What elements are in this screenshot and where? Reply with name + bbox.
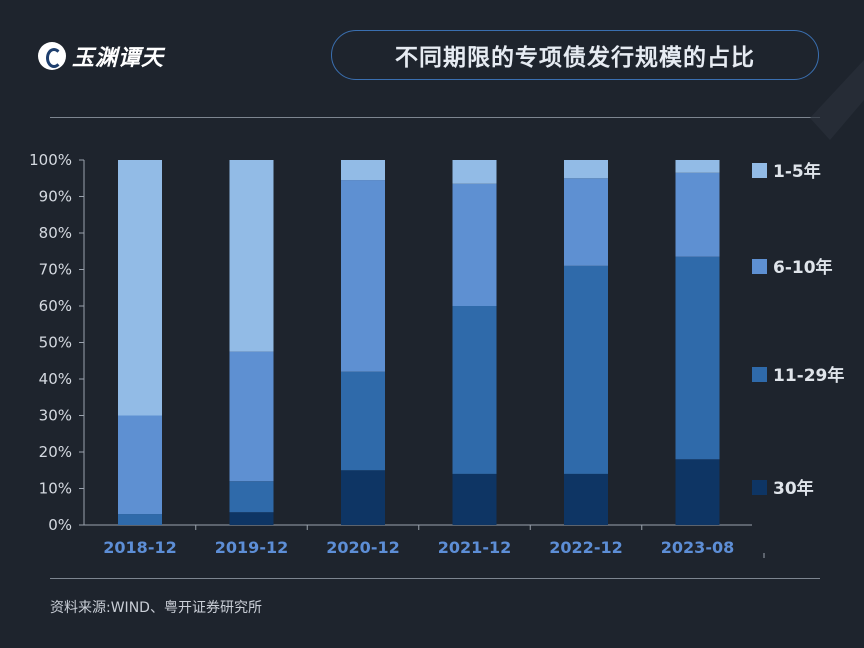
legend-swatch bbox=[752, 163, 767, 178]
decor-streak bbox=[810, 60, 864, 140]
legend-label: 30年 bbox=[773, 478, 814, 499]
y-tick-label: 10% bbox=[39, 480, 72, 498]
legend-swatch bbox=[752, 367, 767, 382]
bar-segment bbox=[341, 371, 385, 471]
y-tick-label: 20% bbox=[39, 443, 72, 461]
logo-icon bbox=[38, 42, 66, 70]
bar-segment bbox=[118, 415, 162, 515]
y-tick-label: 100% bbox=[29, 151, 72, 169]
bar-segment bbox=[118, 514, 162, 525]
x-tick-label: 2023-08 bbox=[661, 538, 734, 557]
bar-segment bbox=[229, 512, 274, 525]
title-pill: 不同期限的专项债发行规模的占比 bbox=[331, 30, 819, 80]
legend-label: 11-29年 bbox=[773, 365, 844, 386]
legend-label: 6-10年 bbox=[773, 257, 833, 278]
bar-segment bbox=[564, 178, 608, 266]
bar-segment bbox=[452, 160, 497, 184]
logo-text: 玉渊谭天 bbox=[72, 45, 165, 71]
y-tick-label: 60% bbox=[39, 297, 72, 315]
chart-title: 不同期限的专项债发行规模的占比 bbox=[395, 45, 755, 71]
bar-segment bbox=[675, 459, 720, 525]
bar-segment bbox=[675, 256, 720, 460]
y-tick-label: 80% bbox=[39, 224, 72, 242]
y-tick-label: 50% bbox=[39, 334, 72, 352]
bar-segment bbox=[229, 351, 274, 482]
bar-segment bbox=[564, 265, 608, 474]
x-tick-label: 2018-12 bbox=[103, 538, 176, 557]
bar-segment bbox=[564, 160, 608, 179]
bar-segment bbox=[452, 183, 497, 306]
y-tick-label: 90% bbox=[39, 188, 72, 206]
x-tick-label: 2020-12 bbox=[326, 538, 399, 557]
bar-segment bbox=[675, 172, 720, 257]
y-tick-label: 0% bbox=[48, 516, 72, 534]
bar-segment bbox=[118, 160, 162, 416]
legend-swatch bbox=[752, 259, 767, 274]
x-tick-label: 2019-12 bbox=[215, 538, 288, 557]
bar-segment bbox=[341, 180, 385, 372]
bar-segment bbox=[341, 470, 385, 525]
source-note: 资料来源:WIND、粤开证券研究所 bbox=[50, 600, 262, 616]
bar-segment bbox=[229, 160, 274, 352]
bar-segment bbox=[675, 160, 720, 173]
bar-segment bbox=[229, 481, 274, 513]
y-tick-label: 30% bbox=[39, 407, 72, 425]
bar-segment bbox=[452, 473, 497, 525]
brand-logo: 玉渊谭天 bbox=[38, 38, 164, 74]
legend-swatch bbox=[752, 480, 767, 495]
x-tick-label: 2022-12 bbox=[549, 538, 622, 557]
bar-segment bbox=[564, 473, 608, 525]
x-tick-label: 2021-12 bbox=[438, 538, 511, 557]
legend-label: 1-5年 bbox=[773, 161, 821, 182]
bar-segment bbox=[452, 306, 497, 474]
bottom-divider bbox=[50, 578, 820, 579]
y-tick-label: 70% bbox=[39, 261, 72, 279]
y-tick-label: 40% bbox=[39, 370, 72, 388]
top-divider bbox=[50, 117, 820, 118]
bar-segment bbox=[341, 160, 385, 181]
